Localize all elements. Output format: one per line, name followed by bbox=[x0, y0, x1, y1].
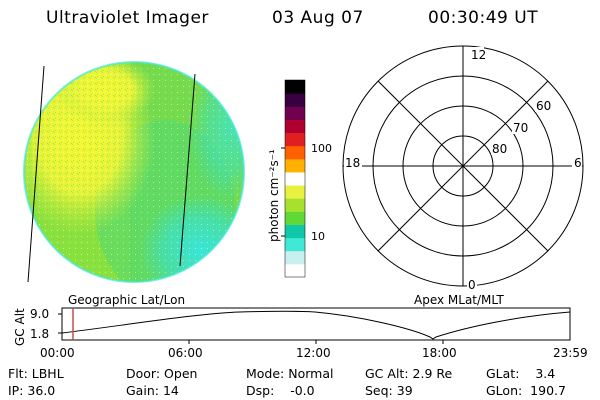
polar-plot bbox=[342, 45, 584, 287]
colorbar-segment bbox=[285, 93, 305, 107]
colorbar-segment bbox=[285, 263, 305, 278]
colorbar-unit-label: photon cm⁻²s⁻¹ bbox=[267, 149, 281, 242]
info-dsp: Dsp: -0.0 bbox=[246, 383, 315, 398]
lat-label-80: 80 bbox=[492, 142, 507, 156]
info-door: Door: Open bbox=[126, 366, 198, 381]
polar-frame-label: Apex MLat/MLT bbox=[414, 293, 504, 307]
info-mode: Mode: Normal bbox=[246, 366, 334, 381]
colorbar-segment bbox=[285, 145, 305, 160]
altitude-xtick-0600: 06:00 bbox=[168, 346, 203, 360]
mlt-label-12: 12 bbox=[471, 48, 486, 62]
info-gc-alt: GC Alt: 2.9 Re bbox=[365, 366, 453, 381]
terminator-line-left bbox=[27, 65, 45, 283]
mlt-label-0: 0 bbox=[468, 278, 476, 292]
colorbar-segment bbox=[285, 171, 305, 186]
info-glon: GLon: 190.7 bbox=[486, 383, 566, 398]
altitude-strip bbox=[58, 307, 571, 344]
altitude-ytick-high: 9.0 bbox=[30, 307, 49, 321]
colorbar-segment bbox=[285, 211, 305, 225]
info-flt: Flt: LBHL bbox=[8, 366, 64, 381]
colorbar-segment bbox=[285, 237, 305, 252]
disk-limb bbox=[23, 61, 245, 283]
info-ip: IP: 36.0 bbox=[8, 383, 56, 398]
altitude-ytick-low: 1.8 bbox=[30, 327, 49, 341]
altitude-xtick-1800: 18:00 bbox=[422, 346, 457, 360]
mlt-label-18: 18 bbox=[345, 156, 360, 170]
lat-label-60: 60 bbox=[536, 99, 551, 113]
colorbar-tick-label-100: 100 bbox=[311, 142, 332, 155]
altitude-xtick-2359: 23:59 bbox=[553, 346, 588, 360]
altitude-xtick-1200: 12:00 bbox=[296, 346, 331, 360]
date-label: 03 Aug 07 bbox=[272, 8, 364, 28]
image-frame-label: Geographic Lat/Lon bbox=[68, 293, 185, 307]
altitude-xtick-0000: 00:00 bbox=[40, 346, 75, 360]
altitude-ylabel: GC Alt bbox=[13, 308, 27, 346]
uv-image-disk bbox=[24, 62, 244, 282]
app-title: Ultraviolet Imager bbox=[46, 8, 209, 28]
colorbar bbox=[285, 80, 305, 278]
time-label: 00:30:49 UT bbox=[428, 8, 539, 28]
colorbar-segment bbox=[285, 198, 305, 212]
colorbar-tick-label-10: 10 bbox=[311, 230, 325, 243]
colorbar-segment bbox=[285, 119, 305, 134]
terminator-line-right bbox=[179, 73, 196, 267]
info-gain: Gain: 14 bbox=[126, 383, 179, 398]
colorbar-segment bbox=[285, 106, 305, 120]
colorbar-segment bbox=[285, 224, 305, 239]
colorbar-segment bbox=[285, 80, 305, 94]
colorbar-segment bbox=[285, 132, 305, 147]
lat-label-70: 70 bbox=[513, 121, 528, 135]
colorbar-segment bbox=[285, 185, 305, 199]
colorbar-segment bbox=[285, 250, 305, 265]
altitude-curve bbox=[61, 310, 571, 340]
mlt-label-6: 6 bbox=[574, 156, 582, 170]
colorbar-segment bbox=[285, 158, 305, 173]
info-seq: Seq: 39 bbox=[365, 383, 413, 398]
info-glat: GLat: 3.4 bbox=[486, 366, 556, 381]
